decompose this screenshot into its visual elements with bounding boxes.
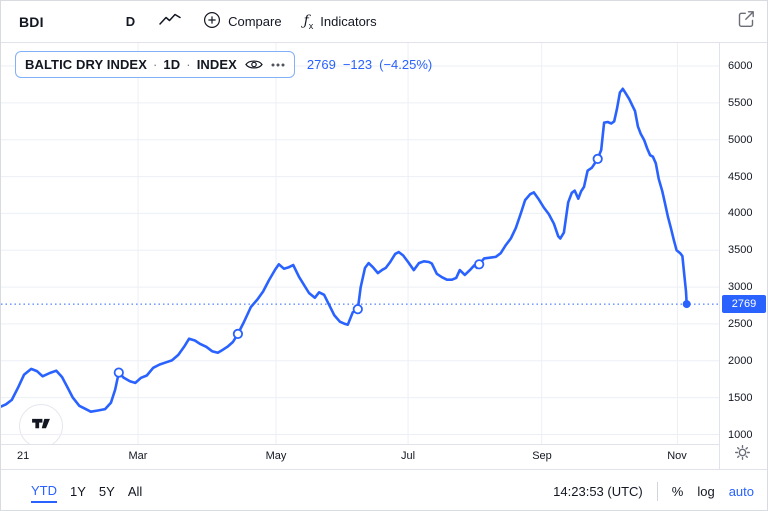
range-all-button[interactable]: All xyxy=(127,483,143,499)
footer-divider xyxy=(656,481,658,501)
last-price: 2769 xyxy=(306,57,336,72)
price-axis[interactable]: 2769 6000 5500 5000 4500 4000 3500 3000 2500 200… xyxy=(719,43,767,469)
price-axis-label: 3500 xyxy=(728,244,753,256)
percent-scale-button[interactable]: % xyxy=(671,483,684,499)
last-price-dot xyxy=(682,300,691,309)
data-point-marker xyxy=(592,153,603,165)
indicators-button[interactable]: ƒx Indicators xyxy=(304,13,377,31)
price-line-series xyxy=(1,87,689,414)
price-change: −123 xyxy=(342,57,373,72)
data-point-marker xyxy=(474,259,485,270)
data-point-marker xyxy=(232,328,243,339)
clock-utc[interactable]: 14:23:53 (UTC) xyxy=(553,483,643,499)
interval-button[interactable]: D xyxy=(125,14,136,29)
fx-icon: ƒx xyxy=(303,12,314,31)
price-axis-label: 5500 xyxy=(728,97,753,109)
price-axis-label: 2500 xyxy=(728,318,753,330)
chart-plot-area[interactable] xyxy=(1,43,719,444)
legend-source-box[interactable]: BALTIC DRY INDEX · 1D · INDEX xyxy=(15,51,295,78)
tradingview-watermark xyxy=(19,404,63,448)
legend-separator: · xyxy=(152,57,158,72)
time-axis-label: May xyxy=(265,450,287,462)
price-axis-label: 5000 xyxy=(728,134,753,146)
time-axis-label: Mar xyxy=(128,450,148,462)
bottom-toolbar: YTD 1Y 5Y All 14:23:53 (UTC) % log auto xyxy=(1,469,767,510)
symbol-name[interactable]: BDI xyxy=(19,13,44,30)
price-axis-label: 4500 xyxy=(728,171,753,183)
price-axis-label: 4000 xyxy=(728,207,753,219)
legend-row: BALTIC DRY INDEX · 1D · INDEX 2769 −123 … xyxy=(15,51,432,78)
log-scale-button[interactable]: log xyxy=(697,483,715,499)
legend-values: 2769 −123 (−4.25%) xyxy=(307,57,432,72)
range-ytd-button[interactable]: YTD xyxy=(31,480,57,503)
share-button[interactable] xyxy=(735,8,757,35)
legend-market: INDEX xyxy=(196,57,237,72)
price-axis-label: 1000 xyxy=(728,429,753,441)
time-axis[interactable]: 21 Mar May Jul Sep Nov xyxy=(1,444,719,469)
current-price-tag: 2769 xyxy=(722,295,766,313)
price-change-percent: (−4.25%) xyxy=(379,57,433,72)
eye-icon[interactable] xyxy=(245,58,263,71)
indicators-label: Indicators xyxy=(320,13,377,29)
price-axis-label: 6000 xyxy=(728,60,753,72)
auto-scale-button[interactable]: auto xyxy=(728,483,754,499)
time-axis-label: 21 xyxy=(17,450,30,462)
line-chart-icon xyxy=(159,12,181,31)
range-selector: YTD 1Y 5Y All xyxy=(31,480,142,503)
range-5y-button[interactable]: 5Y xyxy=(98,483,115,499)
legend-title: BALTIC DRY INDEX xyxy=(25,57,147,72)
external-link-icon xyxy=(735,8,757,35)
price-axis-label: 1500 xyxy=(728,392,753,404)
data-point-marker xyxy=(352,304,363,315)
compare-button[interactable]: Compare xyxy=(203,11,282,32)
data-point-marker xyxy=(113,367,124,378)
range-1y-button[interactable]: 1Y xyxy=(70,483,86,499)
gear-icon xyxy=(734,445,751,465)
settings-button[interactable] xyxy=(734,444,751,466)
tradingview-logo-icon xyxy=(30,416,52,436)
price-axis-label: 2000 xyxy=(728,355,753,367)
time-axis-label: Jul xyxy=(400,450,416,462)
chart-style-button[interactable] xyxy=(159,12,181,31)
legend-interval: 1D xyxy=(163,57,181,72)
price-axis-label: 3000 xyxy=(728,281,753,293)
top-toolbar: BDI D Compare ƒx Indicators xyxy=(1,1,767,43)
time-axis-label: Nov xyxy=(667,450,687,462)
time-axis-label: Sep xyxy=(532,450,552,462)
compare-plus-icon xyxy=(203,11,221,32)
compare-label: Compare xyxy=(228,14,282,29)
more-options-icon[interactable] xyxy=(271,63,285,67)
legend-separator: · xyxy=(186,57,191,72)
